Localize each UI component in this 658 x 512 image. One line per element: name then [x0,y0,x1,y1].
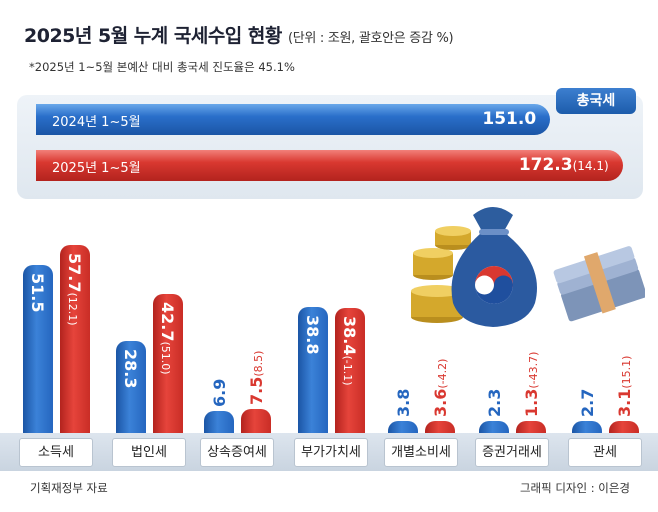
unit-note: (단위 : 조원, 괄호안은 증감 %) [288,31,454,46]
bar-2025-5 [424,421,455,433]
title-text: 2025년 5월 누계 국세수입 현황 [24,25,282,47]
total-value-number: 172.3 [518,155,573,175]
bar-value-number: 3.8 [393,388,413,417]
category-label-7: 관세 [568,438,642,467]
bar-2024-5 [387,420,418,433]
bar-2025-1 [59,244,90,433]
bar-change-label: (15.1) [619,355,633,389]
total-change-label: (14.1) [572,159,609,173]
category-label-5: 개별소비세 [384,438,458,467]
bar-2025-3 [240,408,271,433]
bar-2024-1 [22,265,53,433]
money-bag-icon [411,207,645,327]
bar-value-number: 3.1 [614,388,634,417]
bar-change-label: (51.0) [158,341,172,375]
source-note: 기획재정부 자료 [30,481,108,495]
total-bar-label: 2025년 1~5월 [52,161,141,176]
bar-2024-4 [297,306,328,433]
bar-2025-2 [152,293,183,433]
bar-value-number: 1.3 [521,388,541,417]
category-label-1: 소득세 [19,438,93,467]
bar-value-number: 3.6 [430,388,450,417]
bar-2025-4 [334,307,365,433]
bar-change-label: (8.5) [251,350,265,377]
value-2025-3: 7.5(8.5) [247,350,266,404]
value-2024-5: 3.8 [394,388,413,416]
bar-2025-6 [515,421,546,433]
footnote: *2025년 1~5월 본예산 대비 총국세 진도율은 45.1% [29,60,295,74]
bar-change-label: (-1.1) [340,355,354,386]
bar-value-number: 38.8 [302,314,322,354]
total-value-number: 151.0 [482,109,537,129]
bar-value-number: 7.5 [246,376,266,405]
value-2025-1: 57.7(12.1) [65,253,84,326]
bar-value-number: 6.9 [209,378,229,407]
total-bar-1 [36,104,551,135]
bar-value-number: 2.3 [484,388,504,417]
bar-value-number: 2.7 [577,388,597,417]
bar-2024-7 [571,421,602,433]
value-2025-5: 3.6(-4.2) [431,359,450,417]
bar-2024-6 [478,421,509,433]
category-label-2: 법인세 [112,438,186,467]
total-bar-value: 172.3(14.1) [519,155,609,175]
total-bar-value: 151.0 [482,109,536,129]
bar-change-label: (-4.2) [435,358,449,389]
value-2025-6: 1.3(-43.7) [522,352,541,417]
total-bar-2 [36,150,623,181]
bar-2024-2 [115,340,146,433]
category-label-4: 부가가치세 [294,438,368,467]
category-label-3: 상속증여세 [200,438,274,467]
value-2024-7: 2.7 [578,389,597,417]
bar-2024-3 [203,410,234,433]
bar-2025-7 [608,421,639,433]
bar-value-number: 28.3 [120,348,140,389]
total-tab: 총국세 [556,88,636,114]
bar-value-number: 57.7 [64,252,84,293]
total-bar-label: 2024년 1~5월 [52,115,141,130]
bar-value-number: 51.5 [27,273,47,313]
category-label-6: 증권거래세 [475,438,549,467]
bar-value-number: 38.4 [339,315,359,356]
bar-change-label: (-43.7) [526,351,540,389]
value-2025-7: 3.1(15.1) [615,356,634,417]
bar-value-number: 42.7 [157,301,177,342]
design-credit: 그래픽 디자인 : 이은경 [519,481,630,495]
value-2024-3: 6.9 [210,378,229,406]
value-2025-4: 38.4(-1.1) [340,316,359,386]
value-2024-1: 51.5 [28,273,47,312]
value-2024-6: 2.3 [485,389,504,417]
value-2024-4: 38.8 [303,315,322,354]
bar-change-label: (12.1) [65,292,79,326]
value-2025-2: 42.7(51.0) [158,302,177,375]
value-2024-2: 28.3 [121,349,140,388]
page-title: 2025년 5월 누계 국세수입 현황 (단위 : 조원, 괄호안은 증감 %) [24,21,454,48]
